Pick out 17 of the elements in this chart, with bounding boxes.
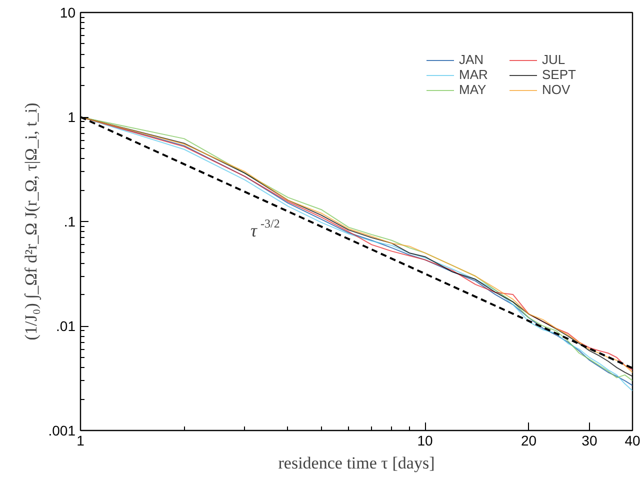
y-tick-label: 10 (60, 4, 76, 20)
x-tick-label: 30 (582, 432, 598, 448)
y-tick-label: .1 (64, 214, 76, 230)
y-axis-title: (1/J₀) ∫_Ωf d²r_Ω J(r_Ω, τ|Ω_i, t_i) (21, 102, 42, 340)
x-axis-title: residence time τ [days] (278, 454, 435, 472)
x-tick-label: 20 (520, 432, 537, 448)
legend-label: MAR (459, 67, 489, 82)
legend-label: JUL (542, 52, 566, 67)
legend-label: NOV (542, 82, 572, 97)
x-tick-label: 10 (417, 432, 434, 448)
y-tick-label: .001 (48, 422, 76, 438)
legend-label: SEPT (542, 67, 577, 82)
x-tick-label: 40 (624, 432, 640, 448)
y-tick-label: 1 (68, 109, 76, 125)
legend-label: JAN (459, 52, 485, 67)
legend-label: MAY (459, 82, 488, 97)
y-tick-label: .01 (56, 318, 76, 334)
